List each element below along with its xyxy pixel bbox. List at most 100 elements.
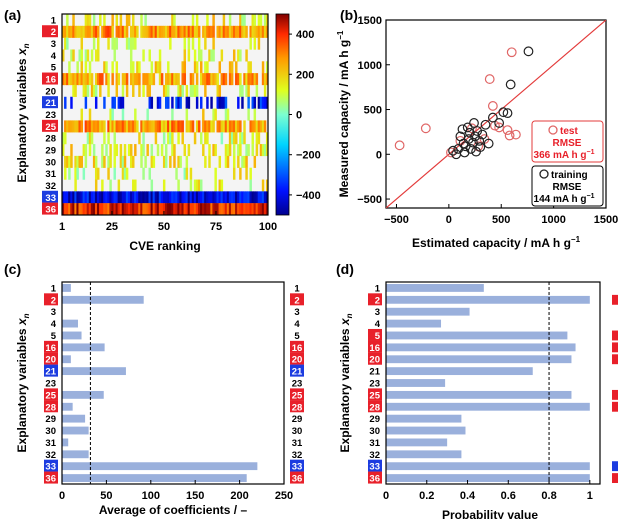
heatmap-cell <box>84 14 88 27</box>
variable-highlight <box>42 72 58 85</box>
heatmap-cell <box>208 25 211 38</box>
variable-label-21: 21 <box>45 98 56 109</box>
heatmap-cell <box>129 120 133 133</box>
heatmap-cell <box>74 203 77 216</box>
heatmap-cell <box>123 120 127 133</box>
bar-31 <box>62 438 69 447</box>
heatmap-cell <box>247 61 250 74</box>
bar-28 <box>62 402 73 411</box>
heatmap-cell <box>193 84 197 97</box>
variable-highlight <box>368 459 382 472</box>
heatmap-cell <box>70 25 73 38</box>
variable-label-20: 20 <box>292 355 303 366</box>
heatmap-cell <box>220 96 224 109</box>
heatmap-cell <box>119 203 123 216</box>
heatmap-cell <box>235 61 238 74</box>
heatmap-cell <box>245 84 248 97</box>
heatmap-cell <box>127 203 131 216</box>
heatmap-cell <box>222 120 226 133</box>
heatmap-cell <box>235 120 238 133</box>
heatmap-cell <box>185 191 189 204</box>
heatmap-cell <box>162 25 166 38</box>
variable-label-2: 2 <box>294 295 299 306</box>
heatmap-cell <box>138 61 141 74</box>
heatmap-cell <box>132 73 135 86</box>
heatmap-cell <box>146 108 149 121</box>
heatmap-cell <box>84 203 88 216</box>
heatmap-cell <box>109 108 112 121</box>
heatmap-cell <box>230 203 234 216</box>
heatmap-cell <box>177 120 180 133</box>
heatmap-cell <box>251 120 254 133</box>
heatmap-cell <box>179 203 182 216</box>
heatmap-cell <box>245 191 248 204</box>
heatmap-cell <box>82 25 86 38</box>
heatmap-cell <box>109 144 112 157</box>
variable-highlight <box>44 388 58 401</box>
heatmap-cell <box>220 120 224 133</box>
heatmap-cell <box>90 49 94 62</box>
heatmap-cell <box>228 25 232 38</box>
heatmap-cell <box>146 203 149 216</box>
heatmap-cell <box>142 25 145 38</box>
heatmap-cell <box>257 120 261 133</box>
heatmap-cell <box>115 25 119 38</box>
heatmap-cell <box>103 203 106 216</box>
heatmap-cell <box>265 96 269 109</box>
variable-highlight <box>42 25 58 38</box>
heatmap-cell <box>183 167 186 180</box>
heatmap-cell <box>179 155 182 168</box>
heatmap-cell <box>191 191 195 204</box>
heatmap-cell <box>129 49 133 62</box>
heatmap-cell <box>195 179 199 192</box>
variable-highlight <box>42 202 58 215</box>
heatmap-cell <box>251 144 254 157</box>
variable-label-3: 3 <box>294 307 299 318</box>
heatmap-cell <box>62 73 65 86</box>
heatmap-cell <box>173 120 176 133</box>
heatmap-cell <box>208 191 211 204</box>
variable-label-28: 28 <box>292 402 303 413</box>
heatmap-cell <box>121 203 125 216</box>
heatmap-cell <box>241 132 244 145</box>
heatmap-cell <box>232 203 236 216</box>
heatmap-cell <box>197 49 201 62</box>
variable-highlight <box>368 328 382 341</box>
variable-label-29: 29 <box>45 145 56 156</box>
heatmap-cell <box>121 167 125 180</box>
heatmap-cell <box>259 144 263 157</box>
heatmap-cell <box>64 73 67 86</box>
heatmap-cell <box>200 191 203 204</box>
heatmap-cell <box>74 179 77 192</box>
heatmap-cell <box>212 191 215 204</box>
heatmap-cell <box>193 25 197 38</box>
heatmap-cell <box>210 96 213 109</box>
edge-mark-25 <box>612 389 618 400</box>
heatmap-cell <box>232 144 236 157</box>
heatmap-cell <box>119 25 123 38</box>
heatmap-cell <box>169 191 172 204</box>
heatmap-cell <box>154 25 158 38</box>
heatmap-cell <box>265 203 269 216</box>
heatmap-cell <box>228 132 232 145</box>
variable-highlight <box>290 364 304 377</box>
heatmap-cell <box>206 73 209 86</box>
bar-chart-c-x-axis-label: Average of coefficients / – <box>99 503 248 517</box>
heatmap-cell <box>187 191 191 204</box>
bar-x-tick-label: 0.2 <box>419 490 434 502</box>
heatmap-cell <box>165 120 168 133</box>
heatmap-cell <box>195 73 199 86</box>
heatmap-cell <box>144 14 147 27</box>
heatmap-cell <box>214 203 217 216</box>
heatmap-cell <box>80 49 83 62</box>
heatmap-cell <box>261 179 265 192</box>
heatmap-cell <box>138 84 141 97</box>
heatmap-cell <box>241 203 244 216</box>
heatmap-cell <box>148 96 151 109</box>
heatmap-cell <box>239 49 242 62</box>
heatmap-cell <box>103 120 106 133</box>
heatmap-cell <box>220 49 224 62</box>
heatmap-cell <box>241 191 244 204</box>
legend-test-rmse-value: 366 mA h g−1 <box>534 149 595 161</box>
heatmap-cell <box>140 191 143 204</box>
